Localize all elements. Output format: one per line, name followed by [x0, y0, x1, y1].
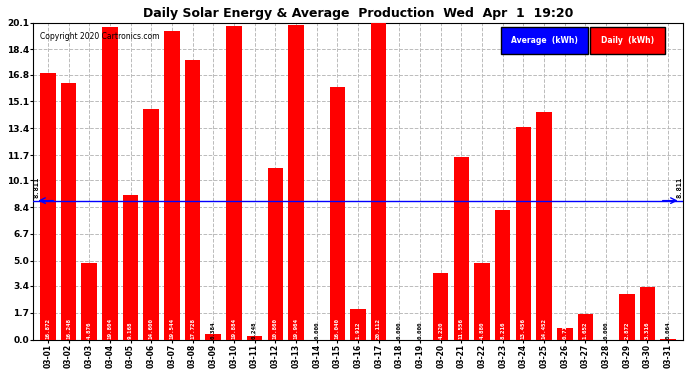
Bar	[351, 309, 366, 340]
Bar	[81, 263, 97, 340]
Title: Daily Solar Energy & Average  Production  Wed  Apr  1  19:20: Daily Solar Energy & Average Production …	[143, 7, 573, 20]
Bar	[247, 336, 262, 340]
Text: 0.384: 0.384	[210, 322, 216, 339]
Bar	[515, 128, 531, 340]
Text: 0.000: 0.000	[604, 322, 609, 339]
Bar	[185, 60, 200, 340]
Text: 0.000: 0.000	[417, 322, 422, 339]
Bar	[123, 195, 138, 340]
Bar	[268, 168, 283, 340]
Text: 17.728: 17.728	[190, 318, 195, 339]
Bar	[578, 314, 593, 340]
Text: 16.040: 16.040	[335, 318, 339, 339]
Text: 4.876: 4.876	[87, 322, 92, 339]
Text: 8.216: 8.216	[500, 322, 505, 339]
Text: 2.872: 2.872	[624, 322, 629, 339]
Bar	[660, 339, 676, 340]
FancyBboxPatch shape	[501, 27, 589, 54]
Text: 8.811: 8.811	[33, 177, 39, 198]
Text: 19.804: 19.804	[108, 318, 112, 339]
Text: 0.248: 0.248	[252, 322, 257, 339]
Text: 0.000: 0.000	[314, 322, 319, 339]
Bar	[371, 22, 386, 340]
Bar	[40, 74, 56, 340]
Text: 1.912: 1.912	[355, 322, 360, 339]
Text: 4.880: 4.880	[480, 322, 484, 339]
Text: 8.811: 8.811	[676, 177, 682, 198]
Text: 9.168: 9.168	[128, 322, 133, 339]
Bar	[495, 210, 511, 340]
Text: 13.456: 13.456	[521, 318, 526, 339]
Text: 20.112: 20.112	[376, 318, 381, 339]
Bar	[164, 31, 179, 340]
Bar	[226, 26, 242, 340]
Bar	[288, 25, 304, 340]
Text: 11.556: 11.556	[459, 318, 464, 339]
Bar	[453, 157, 469, 340]
FancyBboxPatch shape	[591, 27, 665, 54]
Bar	[433, 273, 448, 340]
Text: 19.884: 19.884	[231, 318, 237, 339]
Text: 1.652: 1.652	[583, 322, 588, 339]
Text: 0.000: 0.000	[397, 322, 402, 339]
Text: 16.872: 16.872	[46, 318, 50, 339]
Bar	[144, 109, 159, 340]
Text: Copyright 2020 Cartronics.com: Copyright 2020 Cartronics.com	[40, 32, 159, 41]
Bar	[619, 294, 635, 340]
Bar	[61, 83, 77, 340]
Bar	[640, 287, 655, 340]
Text: 19.964: 19.964	[293, 318, 299, 339]
Text: 0.064: 0.064	[666, 322, 671, 339]
Bar	[557, 328, 573, 340]
Bar	[330, 87, 345, 340]
Text: 14.600: 14.600	[149, 318, 154, 339]
Text: Daily  (kWh): Daily (kWh)	[601, 36, 654, 45]
Text: 10.860: 10.860	[273, 318, 278, 339]
Text: Average  (kWh): Average (kWh)	[511, 36, 578, 45]
Text: 4.220: 4.220	[438, 322, 443, 339]
Bar	[206, 334, 221, 340]
Bar	[536, 112, 552, 340]
Text: 14.452: 14.452	[542, 318, 546, 339]
Text: 3.316: 3.316	[645, 322, 650, 339]
Text: 19.544: 19.544	[170, 318, 175, 339]
Bar	[474, 262, 490, 340]
Bar	[102, 27, 117, 340]
Text: 0.716: 0.716	[562, 322, 567, 339]
Text: 16.248: 16.248	[66, 318, 71, 339]
